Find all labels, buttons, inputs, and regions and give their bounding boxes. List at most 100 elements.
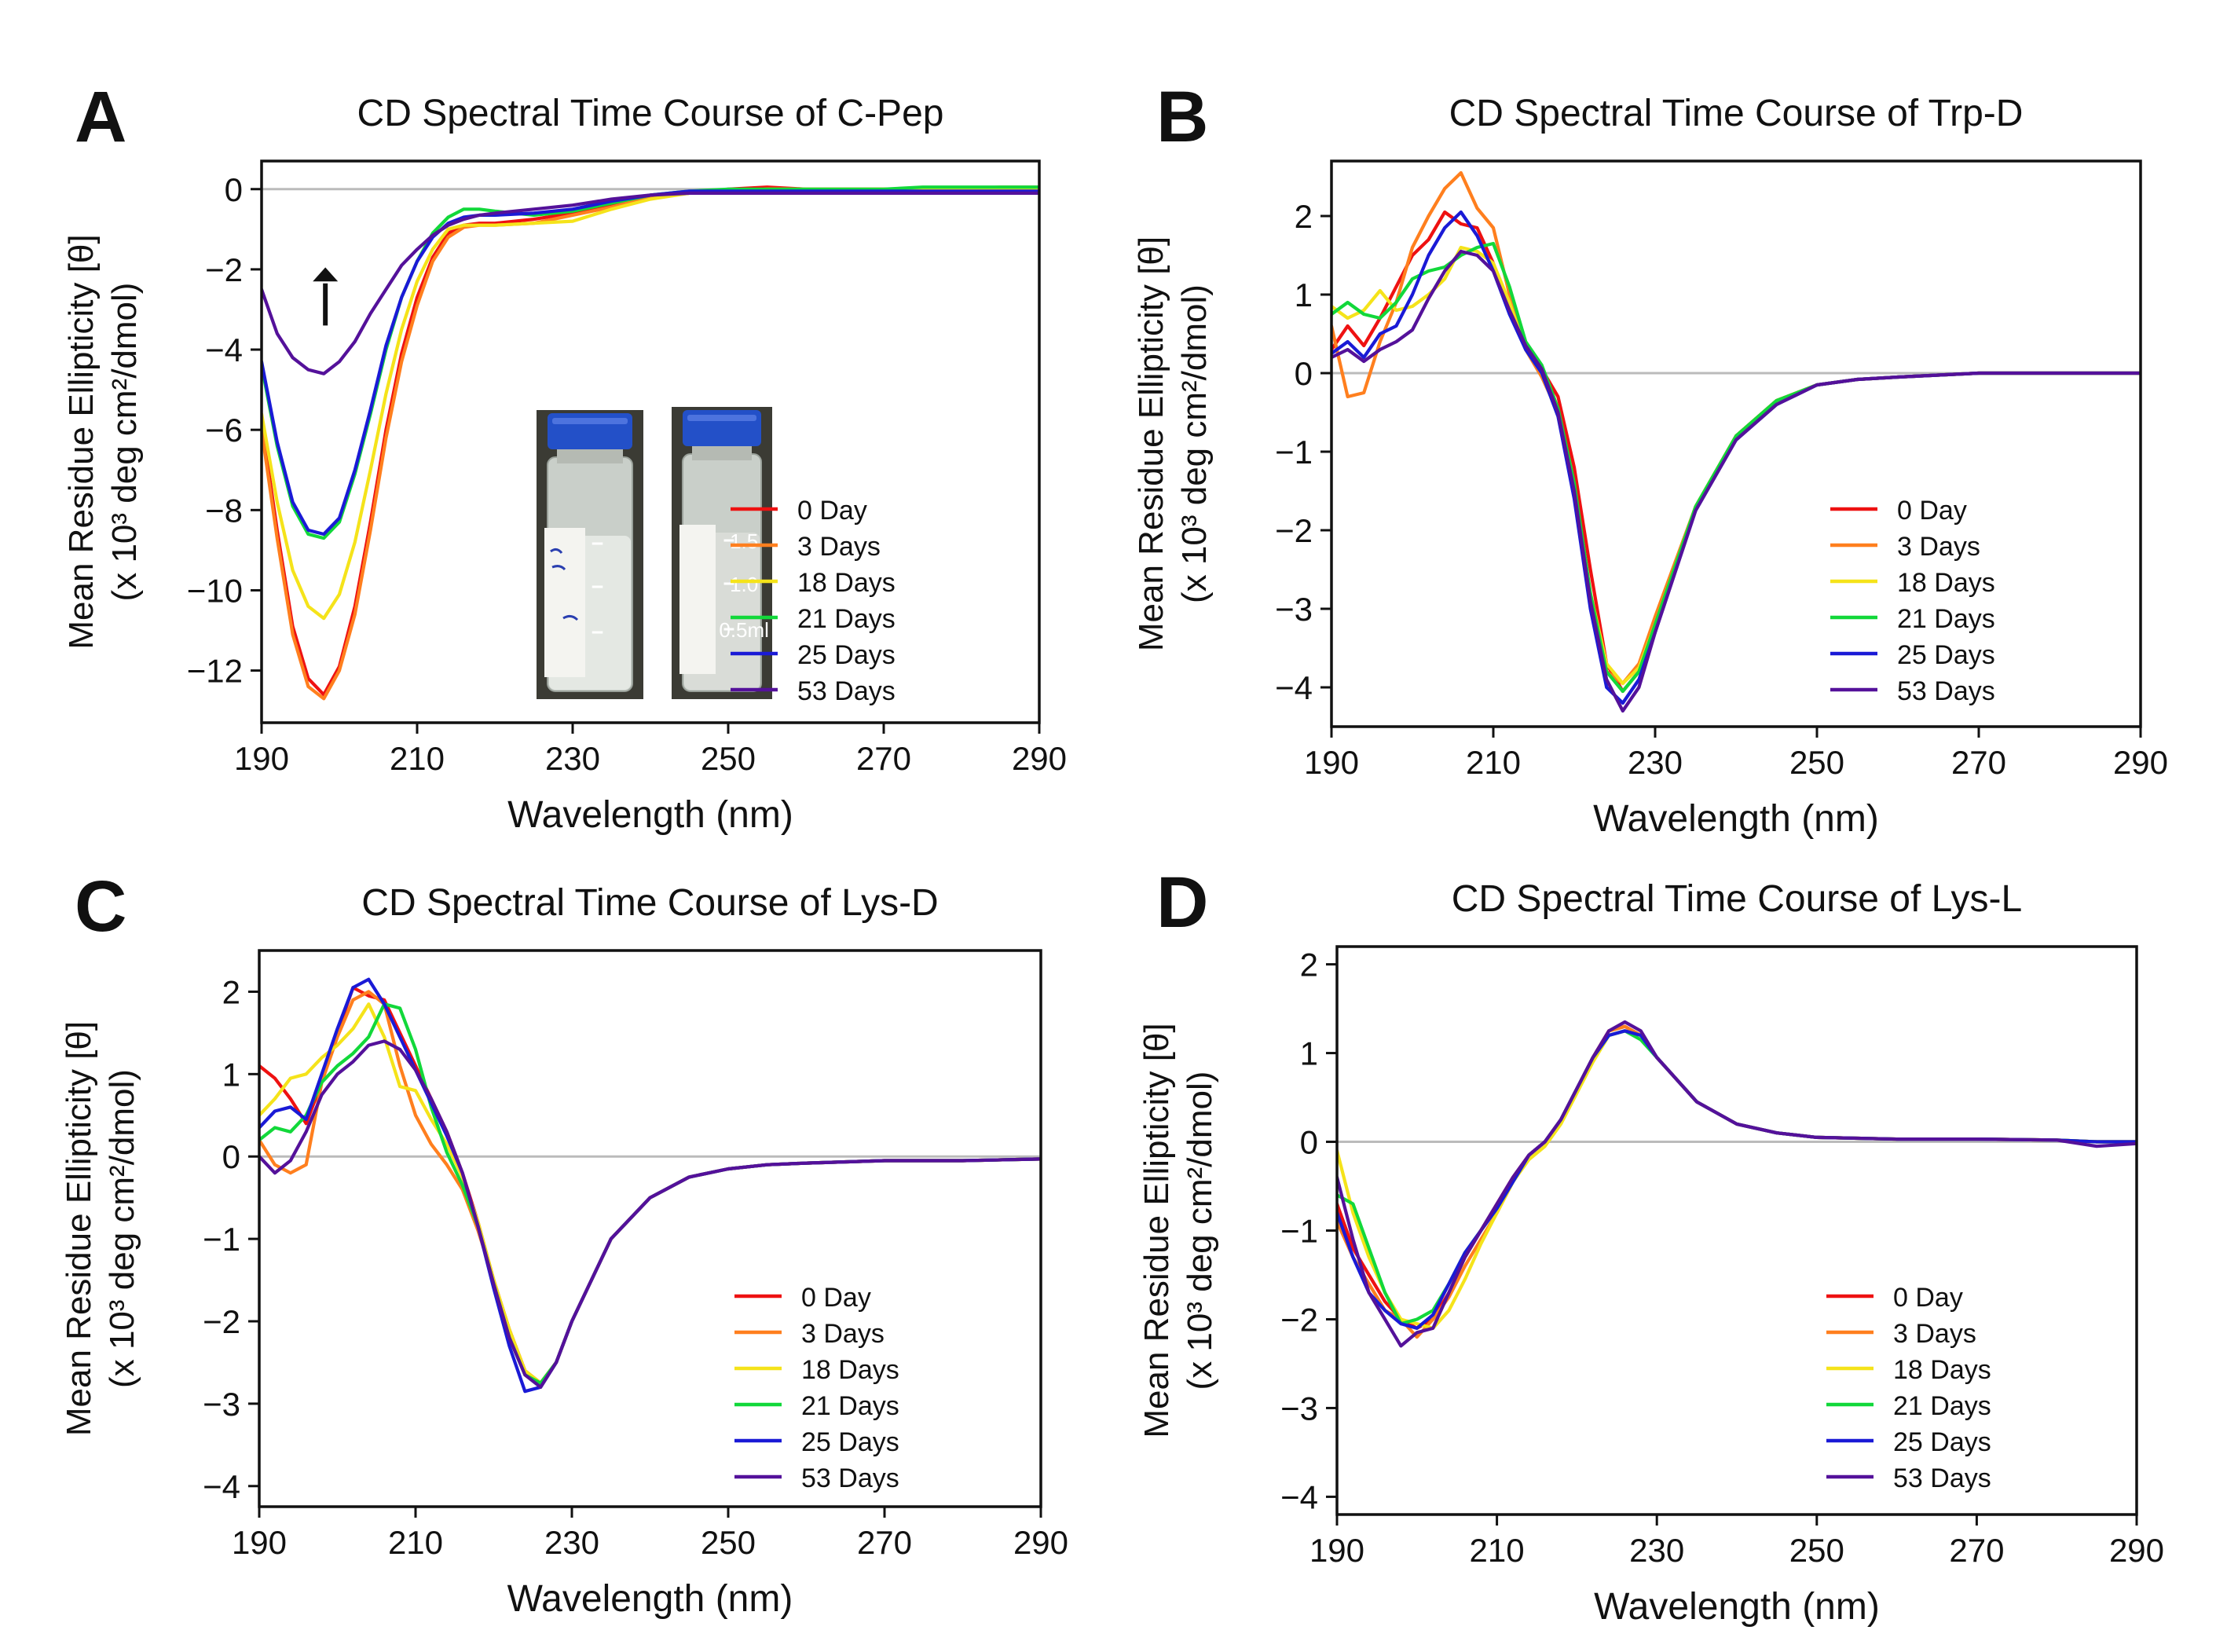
legend: 0 Day 3 Days 18 Days 21 Days 25 Days 53 Days <box>731 496 896 706</box>
legend: 0 Day 3 Days 18 Days 21 Days 25 Days 53 Days <box>1830 496 1995 706</box>
y-tick-label: −10 <box>187 572 243 609</box>
y-axis-label-line1: Mean Residue Ellipticity [θ] <box>1137 1023 1176 1438</box>
legend-entry: 25 Days <box>1893 1427 1991 1457</box>
y-axis-label-line2: (x 10³ deg cm²/dmol) <box>103 1069 141 1388</box>
x-axis-label: Wavelength (nm) <box>507 794 793 836</box>
y-tick-label: −8 <box>205 492 243 529</box>
panel-letter: D <box>1156 863 1208 943</box>
panel-A: A CD Spectral Time Course of C-Pep 1.51.00… <box>62 77 1067 836</box>
vial-photo-inset: 1.5 1.0 0.5ml <box>537 407 772 699</box>
x-tick-label: 210 <box>390 740 445 777</box>
legend: 0 Day 3 Days 18 Days 21 Days 25 Days 53 Days <box>1826 1283 1991 1493</box>
x-tick-label: 290 <box>1013 1524 1068 1561</box>
y-tick-label: −3 <box>203 1386 240 1423</box>
y-tick-label: −3 <box>1275 591 1313 628</box>
x-tick-label: 230 <box>544 1524 599 1561</box>
series-line-53-days <box>1331 249 2141 713</box>
x-tick-label: 210 <box>1466 744 1521 781</box>
plot-frame <box>1330 159 2142 728</box>
legend-entry: 53 Days <box>797 676 896 706</box>
x-tick-label: 210 <box>1470 1532 1525 1569</box>
series-line-53-days <box>259 1039 1041 1390</box>
panels-layer: A CD Spectral Time Course of C-Pep 1.51.00… <box>60 77 2168 1628</box>
y-tick-label: 0 <box>1300 1124 1318 1161</box>
y-tick-label: −1 <box>1275 434 1313 471</box>
panel-letter: C <box>75 866 126 947</box>
legend-entry: 3 Days <box>1897 532 1980 562</box>
x-tick-label: 270 <box>1951 744 2006 781</box>
series-group <box>259 977 1041 1394</box>
legend-entry: 3 Days <box>1893 1319 1976 1349</box>
y-tick-label: −3 <box>1280 1390 1318 1427</box>
y-tick-label: −12 <box>187 653 243 690</box>
legend-entry: 18 Days <box>801 1355 899 1385</box>
vial-photo-right: 1.5 1.0 0.5ml <box>672 407 772 699</box>
legend-entry: 25 Days <box>1897 640 1995 670</box>
legend-entry: 0 Day <box>801 1283 871 1313</box>
y-tick-label: −1 <box>1280 1213 1318 1250</box>
y-tick-label: 0 <box>222 1138 240 1175</box>
x-tick-label: 270 <box>1949 1532 2004 1569</box>
y-tick-label: 2 <box>222 973 240 1010</box>
vial-sticker <box>544 528 585 677</box>
x-tick-label: 250 <box>701 740 756 777</box>
x-tick-label: 290 <box>2113 744 2168 781</box>
series-group <box>1337 1020 2137 1348</box>
y-tick-label: −4 <box>1280 1478 1318 1515</box>
x-tick-label: 270 <box>856 740 911 777</box>
y-tick-label: −6 <box>205 412 243 449</box>
legend-entry: 53 Days <box>1893 1463 1991 1493</box>
y-tick-label: 2 <box>1300 947 1318 984</box>
legend-entry: 25 Days <box>797 640 896 670</box>
series-group <box>1331 170 2141 713</box>
legend-entry: 21 Days <box>1897 604 1995 634</box>
y-axis-label-line1: Mean Residue Ellipticity [θ] <box>62 234 101 649</box>
y-tick-label: −2 <box>203 1303 240 1340</box>
legend-entry: 53 Days <box>801 1463 899 1493</box>
x-tick-label: 250 <box>701 1524 756 1561</box>
series-line-53-days <box>1337 1020 2137 1348</box>
vial-graduation-label: 1.5 <box>730 529 758 553</box>
y-tick-label: −2 <box>205 251 243 288</box>
y-tick-label: 2 <box>1295 198 1313 235</box>
series-line-53-days <box>262 191 1039 375</box>
x-tick-label: 190 <box>232 1524 287 1561</box>
y-tick-label: 1 <box>222 1056 240 1093</box>
vial-neck <box>692 443 752 460</box>
vial-cap-highlight <box>552 418 628 424</box>
legend-entry: 18 Days <box>1893 1355 1991 1385</box>
x-tick-label: 210 <box>388 1524 443 1561</box>
vial-photo-left <box>537 410 643 699</box>
plot-frame <box>258 949 1042 1508</box>
annotation-arrow-head <box>313 267 339 282</box>
legend-entry: 3 Days <box>801 1319 885 1349</box>
chart-title: CD Spectral Time Course of Lys-L <box>1452 878 2022 920</box>
x-axis-label: Wavelength (nm) <box>1593 798 1879 840</box>
y-tick-label: −4 <box>205 331 243 368</box>
panel-letter: A <box>75 77 126 157</box>
y-axis-label-line2: (x 10³ deg cm²/dmol) <box>1175 284 1214 603</box>
x-tick-label: 290 <box>2109 1532 2164 1569</box>
chart-title: CD Spectral Time Course of C-Pep <box>357 93 944 134</box>
y-tick-label: 0 <box>1295 355 1313 392</box>
legend-entry: 18 Days <box>797 568 896 598</box>
vial-graduation-label: 0.5ml <box>719 618 769 642</box>
legend-entry: 25 Days <box>801 1427 899 1457</box>
series-line-21-days <box>262 185 1039 540</box>
vial-neck <box>557 446 623 463</box>
vial-cap-highlight <box>687 415 756 421</box>
x-axis-label: Wavelength (nm) <box>1594 1586 1880 1628</box>
x-tick-label: 190 <box>1304 744 1359 781</box>
series-group <box>262 185 1039 701</box>
legend-entry: 53 Days <box>1897 676 1995 706</box>
chart-title: CD Spectral Time Course of Lys-D <box>361 882 938 924</box>
y-tick-label: −4 <box>203 1468 240 1505</box>
vial-handwriting <box>550 548 579 621</box>
y-tick-label: −2 <box>1275 512 1313 549</box>
y-tick-label: 1 <box>1300 1035 1318 1072</box>
